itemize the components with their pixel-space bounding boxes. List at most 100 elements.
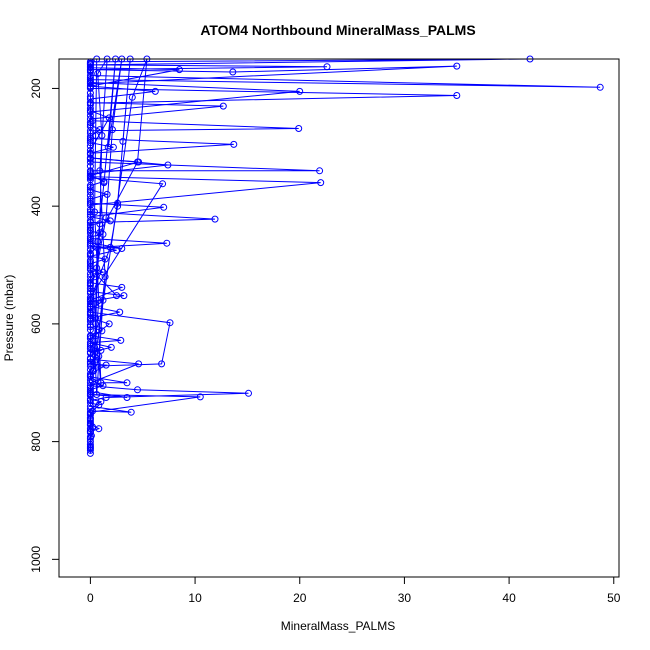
data-point: [95, 425, 103, 433]
data-point: [104, 143, 112, 151]
data-point: [99, 296, 107, 304]
data-point: [86, 150, 94, 158]
data-point: [163, 239, 171, 247]
data-point: [94, 238, 102, 245]
data-point: [120, 292, 128, 300]
data-point: [296, 87, 304, 95]
data-point: [97, 379, 105, 387]
data-point: [86, 236, 94, 244]
data-point: [96, 229, 104, 237]
data-point: [93, 391, 101, 398]
data-point: [86, 93, 94, 101]
data-point: [134, 158, 141, 166]
data-point: [102, 361, 110, 369]
data-point: [92, 332, 100, 340]
data-point: [92, 320, 100, 328]
data-point: [86, 119, 94, 127]
data-point: [92, 270, 100, 278]
data-point: [128, 93, 136, 101]
data-point: [127, 408, 135, 416]
data-point: [295, 125, 303, 132]
y-axis-label: Pressure (mbar): [2, 275, 16, 362]
data-point: [114, 199, 122, 207]
x-tick-label: 0: [87, 591, 94, 605]
data-point: [86, 112, 94, 119]
data-point: [86, 345, 94, 353]
data-point: [596, 83, 604, 91]
data-point: [101, 273, 109, 281]
data-point: [91, 343, 99, 351]
data-point: [86, 240, 94, 248]
data-point: [86, 326, 94, 334]
data-point: [86, 104, 94, 112]
data-point: [86, 77, 94, 85]
data-point: [89, 378, 96, 386]
data-point: [109, 143, 117, 151]
data-point: [86, 386, 94, 394]
data-point: [86, 136, 94, 144]
data-point: [90, 367, 97, 375]
data-point: [159, 180, 167, 188]
x-axis-label: MineralMass_PALMS: [281, 619, 395, 633]
data-point: [86, 270, 94, 278]
data-point: [119, 137, 127, 145]
data-point: [86, 123, 94, 131]
data-point: [118, 283, 126, 291]
y-tick-label: 600: [29, 314, 43, 334]
data-point: [86, 63, 94, 71]
data-point: [86, 354, 94, 362]
data-point: [175, 66, 183, 74]
data-point: [96, 220, 104, 228]
data-point: [211, 215, 219, 223]
data-point: [102, 214, 110, 222]
data-point: [135, 360, 143, 368]
data-point: [123, 379, 131, 387]
data-point: [245, 389, 252, 397]
data-point: [86, 442, 94, 450]
data-point: [316, 167, 324, 175]
y-tick-label: 1000: [29, 546, 43, 573]
data-point: [108, 126, 116, 134]
data-point: [219, 102, 227, 110]
data-point: [160, 203, 168, 211]
series-layer: [86, 55, 604, 457]
series-line: [92, 58, 148, 395]
data-point: [196, 393, 204, 401]
data-point: [86, 282, 94, 290]
data-series: [86, 59, 110, 450]
data-point: [86, 59, 94, 67]
data-point: [86, 300, 94, 308]
data-point: [158, 360, 166, 368]
data-point: [86, 206, 94, 214]
data-point: [166, 319, 174, 327]
data-point: [229, 68, 237, 76]
data-point: [95, 296, 103, 304]
data-point: [86, 101, 94, 109]
chart-title: ATOM4 Northbound MineralMass_PALMS: [200, 22, 475, 38]
x-tick-label: 10: [188, 591, 202, 605]
data-point: [86, 188, 94, 196]
data-point: [86, 303, 94, 311]
data-point: [113, 292, 121, 300]
x-tick-label: 40: [502, 591, 516, 605]
data-point: [317, 179, 325, 187]
data-point: [97, 398, 105, 406]
data-point: [453, 62, 461, 70]
data-point: [151, 87, 159, 95]
data-point: [86, 192, 94, 200]
series-line: [89, 63, 108, 447]
data-point: [90, 288, 97, 295]
data-point: [86, 409, 94, 417]
x-tick-label: 30: [398, 591, 412, 605]
data-point: [86, 399, 94, 407]
data-point: [91, 208, 99, 216]
data-point: [114, 202, 122, 210]
data-point: [95, 326, 103, 334]
data-point: [95, 401, 103, 409]
data-point: [86, 183, 94, 191]
data-point: [98, 132, 106, 139]
x-tick-label: 20: [293, 591, 307, 605]
data-point: [323, 63, 331, 71]
